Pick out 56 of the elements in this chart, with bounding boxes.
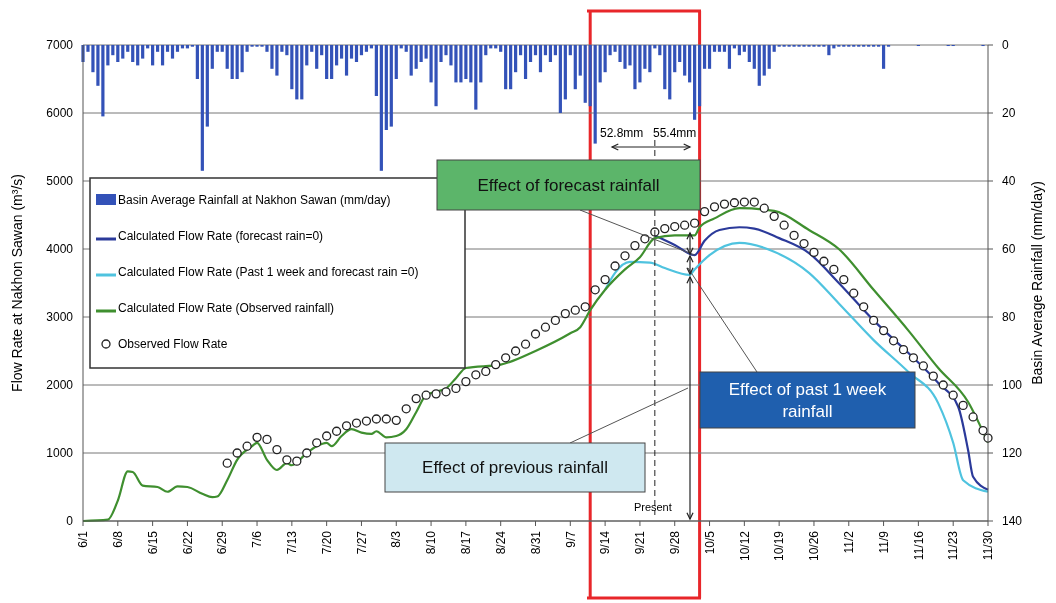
x-tick-label: 6/29 [215, 530, 230, 555]
x-tick-label: 8/31 [528, 530, 543, 555]
x-tick-label: 9/14 [598, 530, 613, 555]
y-axis-title: Flow Rate at Nakhon Sawan (m³/s) [9, 174, 25, 392]
x-tick-label: 7/6 [250, 530, 265, 548]
x-tick-label: 7/13 [285, 530, 300, 555]
y-tick-label: 3000 [46, 310, 74, 325]
annotation: Effect of previous rainfall [422, 458, 608, 478]
x-tick-label: 11/23 [946, 530, 961, 561]
y2-tick-label: 120 [1002, 446, 1023, 461]
x-tick-label: 8/10 [424, 530, 439, 555]
x-tick-label: 10/26 [807, 530, 822, 562]
y2-tick-label: 0 [1002, 38, 1009, 53]
annotation: 52.8mm [600, 126, 644, 140]
y2-tick-label: 60 [1002, 242, 1016, 257]
x-tick-label: 7/20 [319, 530, 334, 555]
x-tick-label: 11/16 [911, 530, 926, 561]
legend-label: Calculated Flow Rate (forecast rain=0) [118, 229, 324, 244]
y-tick-label: 5000 [46, 174, 74, 189]
y-tick-label: 4000 [46, 242, 74, 257]
x-tick-label: 10/12 [737, 530, 752, 562]
y-tick-label: 1000 [46, 446, 74, 461]
x-tick-label: 11/30 [981, 530, 996, 561]
y-tick-label: 2000 [46, 378, 74, 393]
y2-tick-label: 100 [1002, 378, 1023, 393]
ref-line-label: Present [633, 501, 672, 513]
y2-tick-label: 40 [1002, 174, 1016, 189]
x-tick-label: 9/21 [633, 530, 648, 555]
legend-label: Basin Average Rainfall at Nakhon Sawan (mm/day) [118, 193, 391, 208]
y2-tick-label: 140 [1002, 514, 1023, 529]
y-tick-label: 0 [66, 514, 74, 529]
x-tick-label: 8/3 [389, 530, 404, 548]
x-tick-label: 8/17 [459, 530, 474, 555]
x-tick-label: 11/9 [876, 530, 891, 554]
x-tick-label: 7/27 [354, 530, 369, 555]
y-tick-label: 7000 [46, 38, 74, 53]
annotation: 55.4mm [653, 126, 697, 140]
x-tick-label: 9/28 [667, 530, 682, 555]
y2-tick-label: 80 [1002, 310, 1016, 325]
x-tick-label: 11/2 [841, 530, 856, 554]
y2-axis-title: Basin Average Rainfall (mm/day) [1029, 181, 1045, 385]
annotation: Effect of forecast rainfall [477, 175, 660, 195]
y-tick-label: 6000 [46, 106, 74, 121]
x-tick-label: 9/7 [563, 530, 578, 548]
x-tick-label: 6/15 [145, 530, 160, 555]
annotation: Effect of past 1 week rainfall [728, 379, 887, 421]
legend-label: Calculated Flow Rate (Observed rainfall) [118, 301, 335, 316]
x-tick-label: 10/19 [772, 530, 787, 562]
legend-label: Calculated Flow Rate (Past 1 week and forecast rain =0) [118, 265, 419, 280]
x-tick-label: 6/1 [76, 530, 91, 548]
x-tick-label: 8/24 [493, 530, 508, 555]
x-tick-label: 6/8 [111, 530, 126, 548]
x-tick-label: 10/5 [702, 530, 717, 555]
x-tick-label: 6/22 [180, 530, 195, 555]
legend-label: Observed Flow Rate [118, 337, 228, 352]
y2-tick-label: 20 [1002, 106, 1016, 121]
